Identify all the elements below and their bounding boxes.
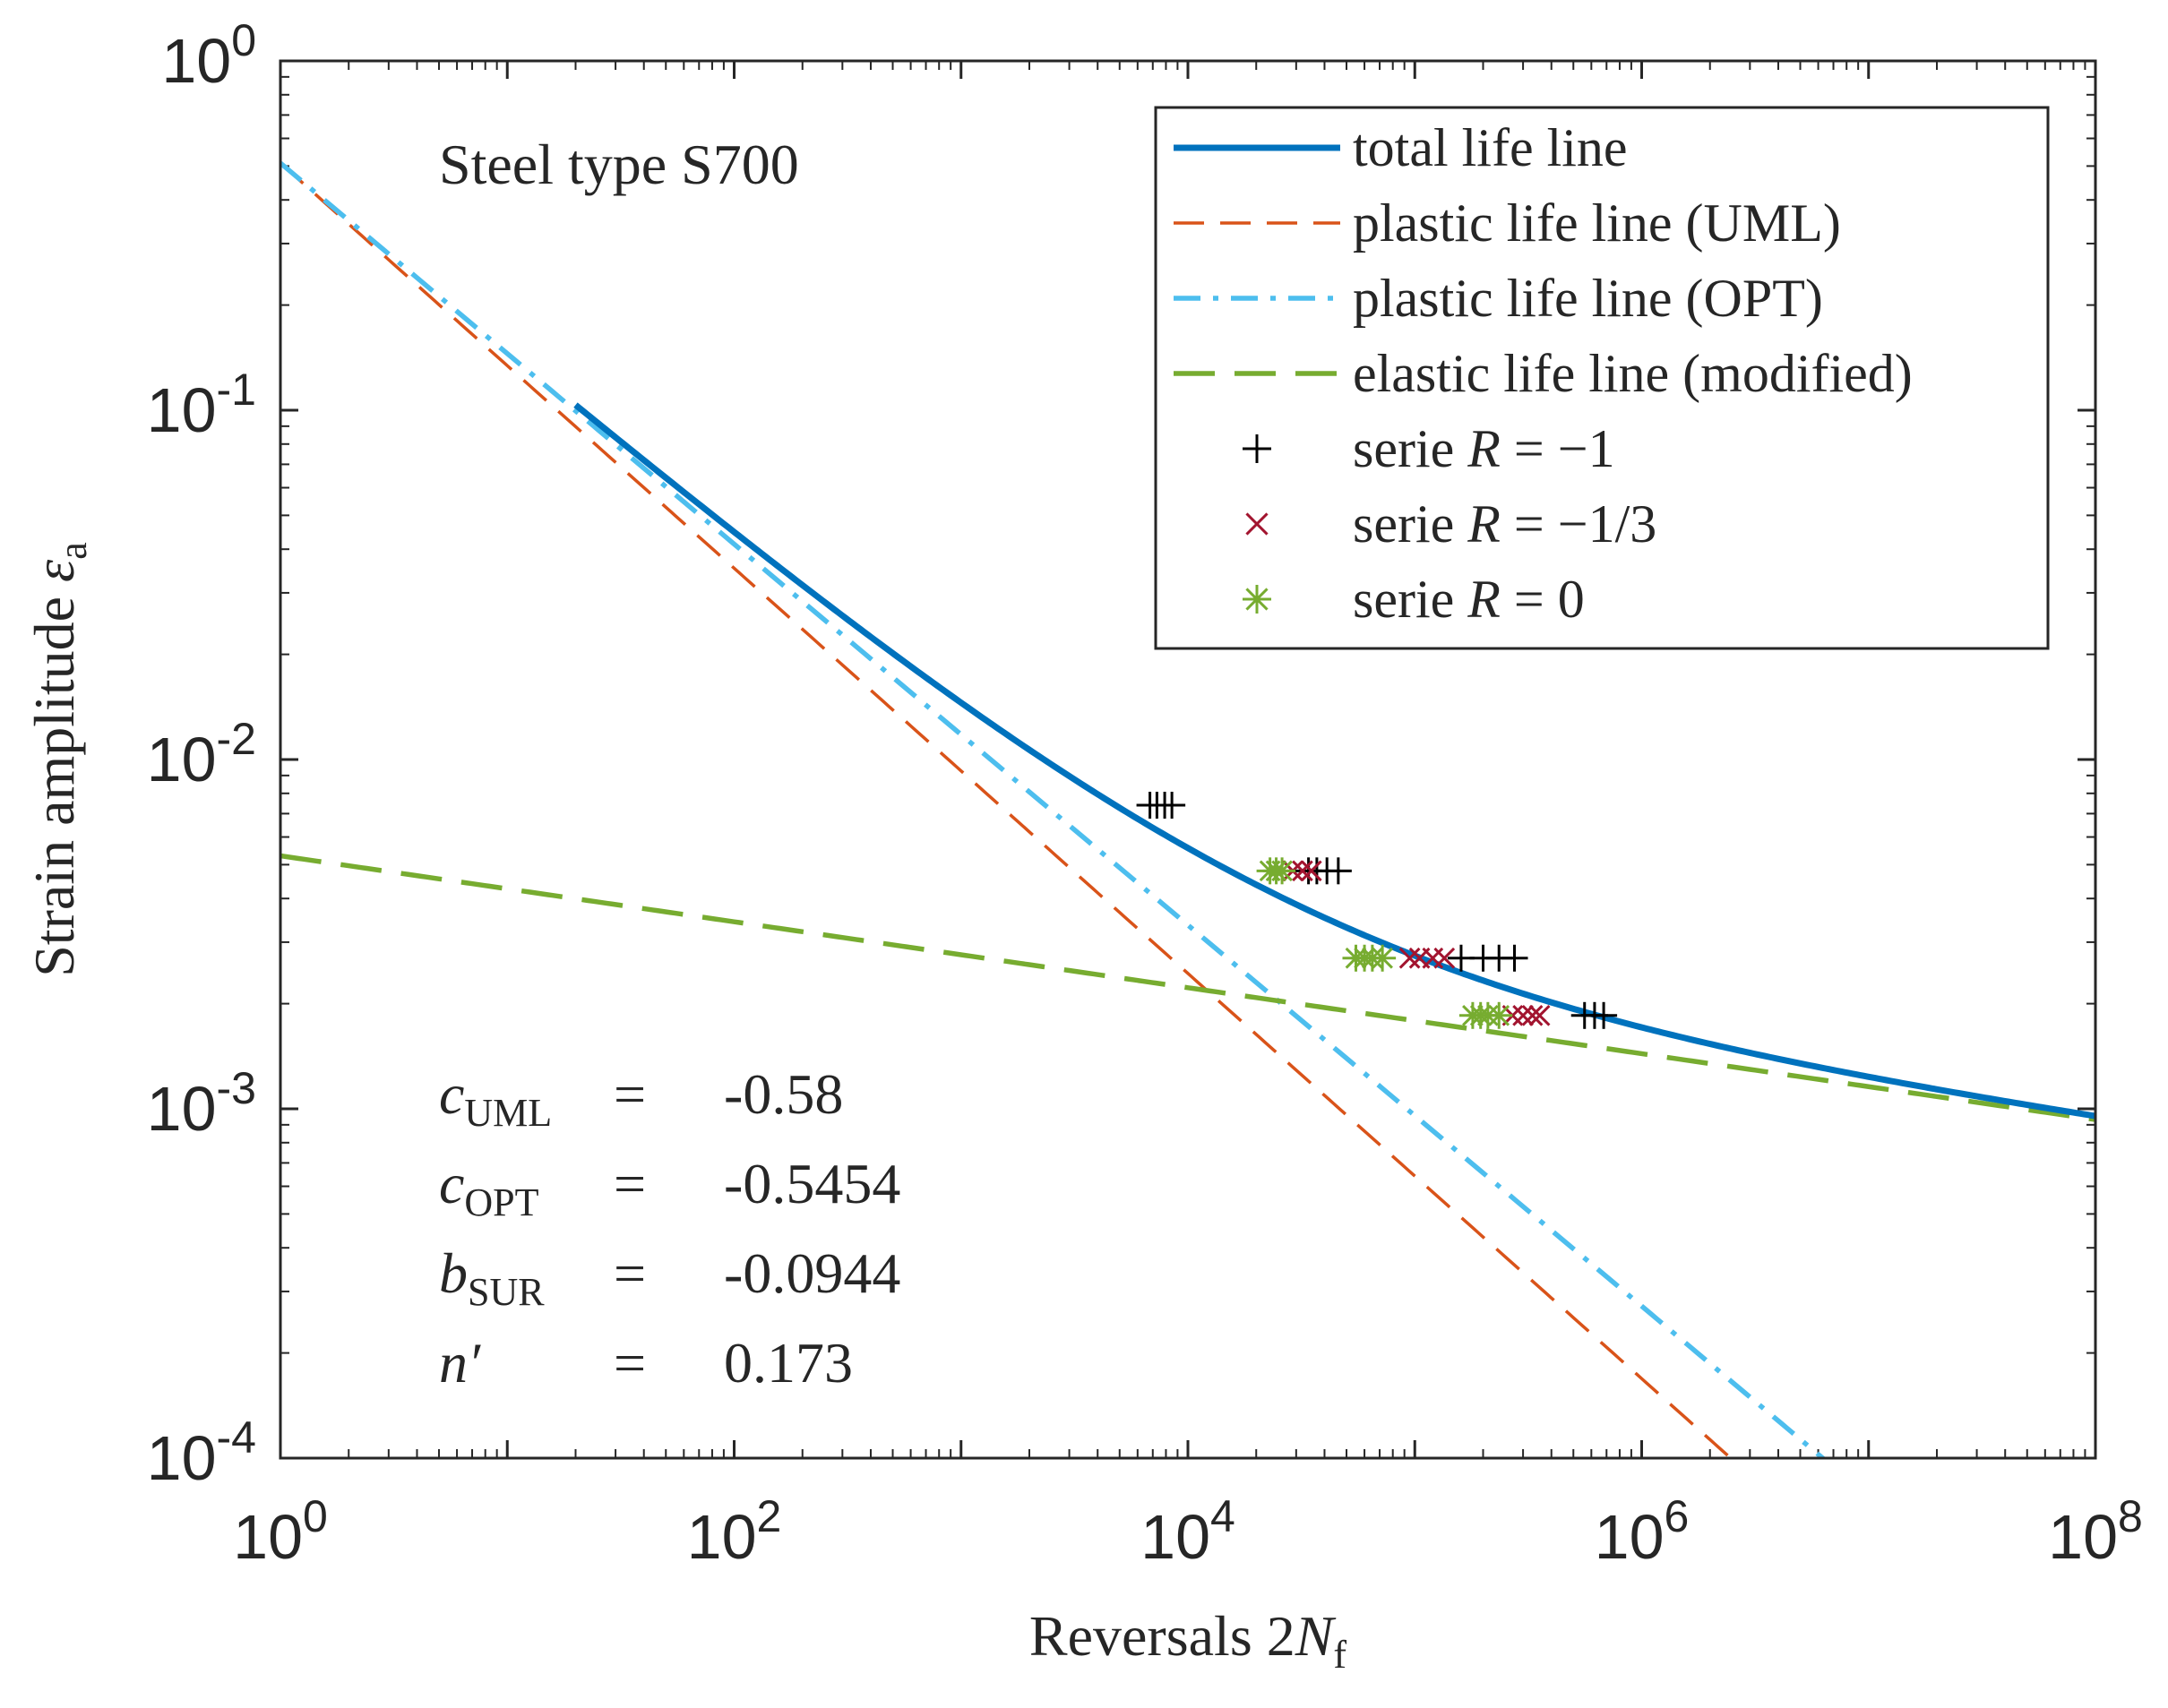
param-equals: = (614, 1152, 646, 1215)
legend: total life line plastic life line (UML) pl… (1154, 106, 2050, 650)
series-plastic-opt (280, 160, 1827, 1458)
legend-label: serie R = −1 (1353, 419, 1615, 478)
data-point-plus (1501, 944, 1528, 972)
x-tick-label: 102 (687, 1491, 782, 1572)
data-point-cross (1398, 947, 1421, 969)
legend-label: elastic life line (modified) (1353, 344, 1913, 403)
x-tick-label: 104 (1140, 1491, 1235, 1572)
data-point-star (1243, 585, 1271, 614)
param-value: -0.58 (724, 1062, 843, 1126)
legend-label: serie R = 0 (1353, 570, 1585, 629)
steel-type-annotation: Steel type S700 (439, 133, 799, 196)
minor-ticks (280, 61, 2095, 1458)
x-tick-label: 106 (1595, 1491, 1690, 1572)
data-point-cross (1300, 860, 1322, 882)
x-tick-labels: 100 102 104 106 108 (233, 1491, 2143, 1572)
data-point-cross (1245, 512, 1269, 536)
data-point-plus (1243, 434, 1271, 463)
y-tick-label: 10-4 (147, 1412, 256, 1493)
y-tick-label: 10-2 (147, 714, 256, 794)
x-tick-label: 100 (233, 1491, 328, 1572)
data-point-plus (1590, 1001, 1618, 1029)
param-label: cOPT (439, 1152, 539, 1224)
param-equals: = (614, 1062, 646, 1126)
x-axis-label: Reversals 2Nf (1029, 1604, 1347, 1677)
data-point-cross (1528, 1004, 1551, 1026)
legend-label: plastic life line (OPT) (1353, 269, 1823, 328)
data-point-star (1269, 857, 1296, 885)
y-tick-label: 100 (161, 15, 256, 96)
y-tick-labels: 10-4 10-3 10-2 10-1 100 (147, 15, 256, 1493)
axes-box (279, 59, 2097, 1460)
scatter-layer (1136, 791, 1618, 1029)
y-tick-label: 10-3 (147, 1063, 256, 1144)
data-point-cross (1512, 1004, 1534, 1026)
y-tick-label: 10-1 (147, 365, 256, 445)
series-elastic (280, 853, 2095, 1122)
param-equals: = (614, 1331, 646, 1395)
data-point-cross (1521, 1004, 1544, 1026)
param-value: 0.173 (724, 1331, 853, 1395)
y-axis-label: Strain amplitude εa (22, 542, 95, 977)
data-point-plus (1324, 857, 1352, 885)
series-layer (280, 160, 2095, 1458)
legend-box (1154, 106, 2050, 650)
x-tick-label: 108 (2048, 1491, 2143, 1572)
param-value: -0.0944 (724, 1241, 900, 1305)
legend-label: total life line (1353, 118, 1628, 177)
data-point-cross (1433, 947, 1456, 969)
legend-label: serie R = −1/3 (1353, 494, 1656, 554)
param-value: -0.5454 (724, 1152, 900, 1215)
param-label: n′ (439, 1331, 481, 1395)
data-point-plus (1158, 791, 1186, 819)
data-point-cross (1292, 860, 1313, 882)
series-total (573, 402, 2095, 1120)
param-label: bSUR (439, 1241, 545, 1314)
parameter-annotations: cUML = -0.58 cOPT = -0.5454 bSUR = -0.0944 n′ = 0.1… (439, 1062, 900, 1395)
data-point-star (1369, 944, 1397, 972)
param-label: cUML (439, 1062, 552, 1135)
series-plastic-uml (280, 161, 1734, 1458)
param-equals: = (614, 1241, 646, 1305)
data-point-star (1485, 1001, 1513, 1029)
legend-label: plastic life line (UML) (1353, 193, 1841, 253)
